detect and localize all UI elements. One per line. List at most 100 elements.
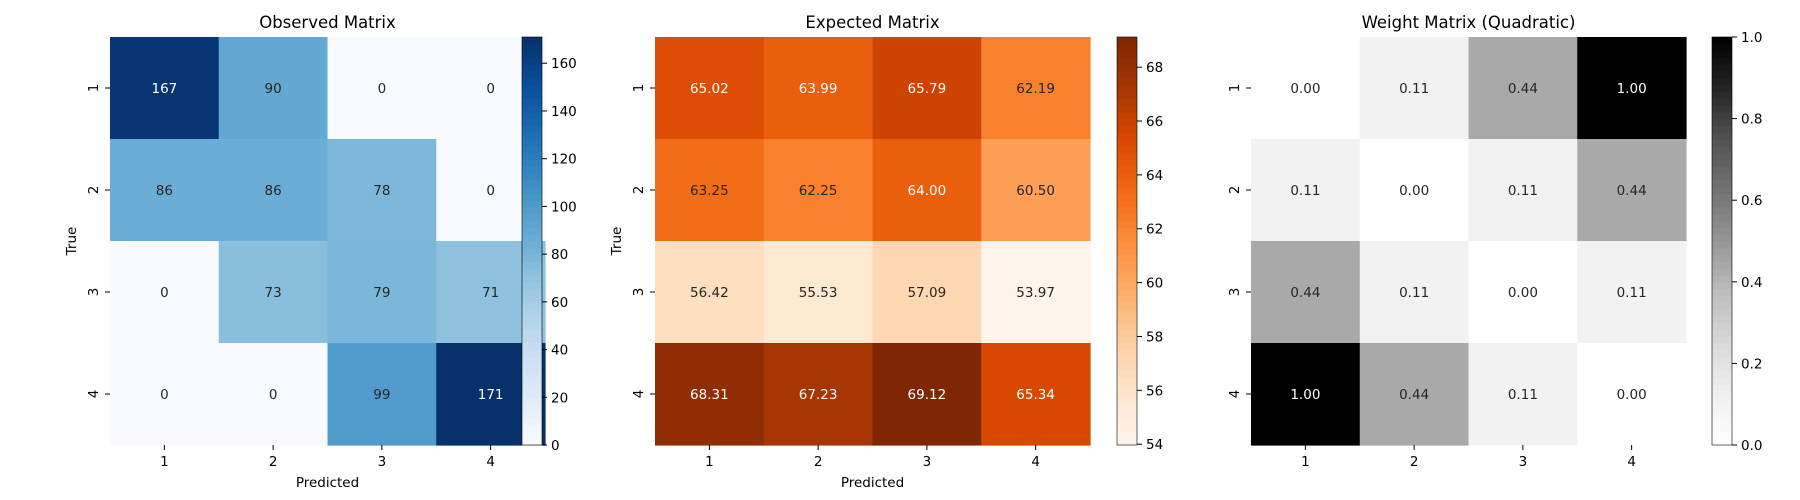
heatmap-cell [1359, 343, 1470, 446]
heatmap-cell [218, 343, 329, 446]
colorbar-tick-label: 56 [1146, 383, 1163, 399]
colorbar-tick-label: 0.2 [1741, 356, 1762, 372]
x-tick-label: 2 [814, 454, 823, 470]
colorbar-segment [522, 431, 542, 439]
cell-label: 78 [373, 183, 390, 199]
cell-label: 1.00 [1617, 81, 1647, 97]
colorbar-segment [522, 71, 542, 79]
colorbar-segment [1117, 363, 1137, 371]
colorbar-segment [522, 363, 542, 371]
colorbar-segment [1712, 91, 1732, 99]
colorbar-segment [1712, 186, 1732, 194]
y-tick-label: 2 [631, 186, 647, 195]
colorbar-segment [1712, 397, 1732, 405]
x-tick-label: 3 [378, 454, 387, 470]
y-tick-label: 1 [1227, 84, 1243, 93]
colorbar-segment [1117, 431, 1137, 439]
colorbar-segment [522, 207, 542, 215]
heatmap-cell [872, 139, 982, 242]
colorbar-segment [1117, 268, 1137, 276]
x-tick-label: 3 [923, 454, 932, 470]
heatmap-cell [1468, 37, 1578, 140]
heatmap-cell [1359, 139, 1470, 242]
x-tick-label: 1 [160, 454, 169, 470]
colorbar-segment [1712, 57, 1732, 65]
colorbar-segment [1712, 390, 1732, 398]
colorbar-segment [1117, 254, 1137, 262]
colorbar-segment [522, 315, 542, 324]
colorbar-segment [1117, 281, 1137, 290]
colorbar-segment [1117, 220, 1137, 228]
heatmap-cell [981, 37, 1091, 140]
colorbar-segment [1117, 343, 1137, 351]
colorbar-segment [1712, 159, 1732, 167]
cell-label: 73 [265, 285, 282, 301]
heatmap-cell [655, 139, 765, 242]
colorbar-segment [1117, 370, 1137, 378]
cell-label: 0.44 [1617, 183, 1647, 199]
colorbar-segment [1117, 37, 1137, 45]
colorbar-segment [522, 37, 542, 45]
heatmap-cell [1468, 139, 1578, 242]
colorbar-segment [1117, 159, 1137, 167]
colorbar-segment [1712, 166, 1732, 174]
colorbar-segment [522, 411, 542, 419]
colorbar-segment [1117, 411, 1137, 419]
colorbar-segment [522, 111, 542, 120]
cell-label: 0 [160, 387, 169, 403]
cell-label: 65.79 [908, 81, 947, 97]
colorbar-segment [1117, 139, 1137, 147]
colorbar-segment [522, 383, 542, 392]
chart-title: Weight Matrix (Quadratic) [1362, 13, 1576, 32]
colorbar-segment [522, 261, 542, 269]
heatmap-cell [655, 37, 765, 140]
colorbar-segment [522, 139, 542, 147]
x-tick-label: 2 [269, 454, 278, 470]
cell-label: 0 [486, 183, 495, 199]
colorbar-segment [522, 50, 542, 58]
colorbar-segment [1712, 438, 1732, 446]
colorbar-segment [1712, 98, 1732, 106]
colorbar-segment [522, 390, 542, 398]
colorbar-tick-label: 68 [1146, 60, 1163, 76]
cell-label: 0.11 [1399, 285, 1429, 301]
colorbar-segment [522, 234, 542, 242]
colorbar-segment [1712, 50, 1732, 58]
heatmap-cell [655, 343, 765, 446]
colorbar-segment [1712, 64, 1732, 72]
cell-label: 62.19 [1016, 81, 1055, 97]
cell-label: 0.44 [1508, 81, 1538, 97]
colorbar-segment [1712, 356, 1732, 364]
colorbar-tick-label: 0.8 [1741, 112, 1762, 128]
colorbar-segment [1117, 200, 1137, 208]
cell-label: 1.00 [1290, 387, 1320, 403]
colorbar-segment [1117, 207, 1137, 215]
colorbar-segment [1117, 322, 1137, 330]
colorbar-segment [522, 356, 542, 364]
cell-label: 0.00 [1508, 285, 1538, 301]
heatmap-cell [1359, 37, 1470, 140]
colorbar-segment [1117, 179, 1137, 188]
colorbar-tick-label: 62 [1146, 222, 1163, 238]
colorbar-segment [1712, 329, 1732, 337]
colorbar-segment [522, 77, 542, 86]
cell-label: 0.44 [1290, 285, 1320, 301]
colorbar-segment [1117, 227, 1137, 235]
y-axis-label: True [609, 227, 625, 257]
heatmap-cell [763, 241, 874, 344]
colorbar-tick-label: 60 [551, 295, 568, 311]
colorbar-segment [1712, 125, 1732, 133]
heatmap-cell [1577, 139, 1687, 242]
cell-label: 60.50 [1016, 183, 1055, 199]
colorbar-segment [1117, 145, 1137, 154]
cell-label: 90 [265, 81, 282, 97]
colorbar-segment [1712, 111, 1732, 120]
heatmap-cell [327, 139, 437, 242]
heatmap-cell [218, 241, 329, 344]
heatmap-cell [1577, 37, 1687, 140]
colorbar-segment [1117, 336, 1137, 344]
colorbar-segment [522, 193, 542, 201]
colorbar-segment [1712, 213, 1732, 222]
colorbar-segment [522, 159, 542, 167]
colorbar-segment [1117, 152, 1137, 160]
